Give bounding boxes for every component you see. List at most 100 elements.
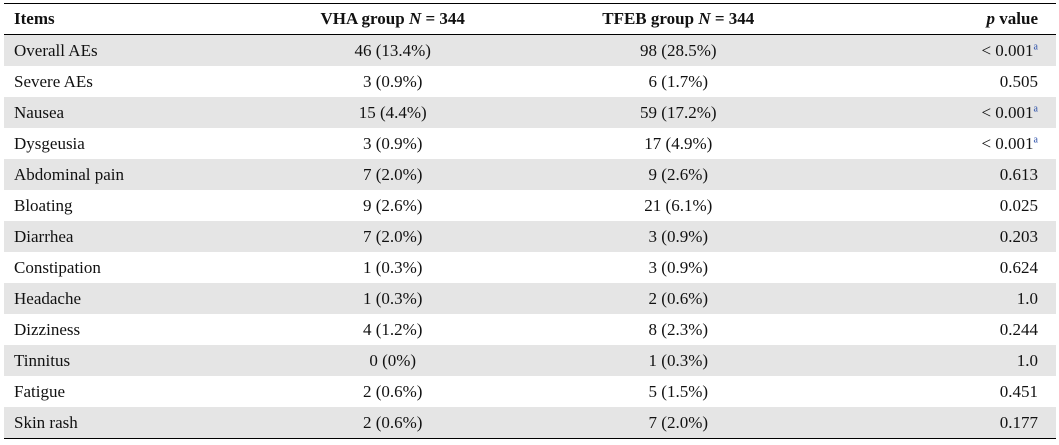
cell-item: Bloating (4, 190, 250, 221)
cell-tfeb: 98 (28.5%) (535, 35, 821, 67)
cell-p-value: < 0.001a (821, 35, 1056, 67)
cell-tfeb-text: 98 (28.5%) (640, 40, 717, 60)
footnote-marker[interactable]: a (1033, 40, 1038, 52)
table-row: Overall AEs 46 (13.4%) 98 (28.5%) < 0.001a (4, 34, 1056, 67)
cell-item: Diarrhea (4, 221, 250, 252)
cell-item-text: Dysgeusia (14, 133, 85, 153)
cell-vha: 7 (2.0%) (250, 159, 535, 190)
cell-p-value-text: 0.025 (999, 195, 1038, 215)
header-tfeb-prefix: TFEB group (602, 9, 699, 28)
cell-tfeb: 21 (6.1%) (535, 190, 821, 221)
cell-tfeb-text: 3 (0.9%) (648, 226, 709, 246)
header-tfeb-group: TFEB group N = 344 (535, 4, 821, 35)
cell-vha: 1 (0.3%) (250, 252, 535, 283)
cell-vha-text: 7 (2.0%) (362, 226, 423, 246)
cell-vha-text: 7 (2.0%) (362, 164, 423, 184)
cell-vha-text: 46 (13.4%) (354, 40, 431, 60)
table-row: Bloating 9 (2.6%) 21 (6.1%) 0.025 (4, 190, 1056, 221)
cell-item: Skin rash (4, 407, 250, 439)
cell-vha: 15 (4.4%) (250, 97, 535, 128)
cell-vha: 1 (0.3%) (250, 283, 535, 314)
cell-item: Abdominal pain (4, 159, 250, 190)
cell-tfeb: 8 (2.3%) (535, 314, 821, 345)
cell-tfeb-text: 59 (17.2%) (640, 102, 717, 122)
cell-p-value-text: 0.451 (999, 381, 1038, 401)
table-row: Severe AEs 3 (0.9%) 6 (1.7%) 0.505 (4, 66, 1056, 97)
cell-p-value: < 0.001a (821, 128, 1056, 159)
cell-item: Overall AEs (4, 35, 250, 67)
cell-item-text: Nausea (14, 102, 65, 122)
cell-p-value: 1.0 (821, 345, 1056, 376)
cell-vha-text: 0 (0%) (369, 350, 417, 370)
cell-p-value: 0.451 (821, 376, 1056, 407)
table-row: Skin rash 2 (0.6%) 7 (2.0%) 0.177 (4, 407, 1056, 439)
cell-p-value: 0.203 (821, 221, 1056, 252)
footnote-marker[interactable]: a (1033, 133, 1038, 145)
cell-vha-text: 2 (0.6%) (362, 412, 423, 432)
cell-item-text: Abdominal pain (14, 164, 125, 184)
cell-tfeb-text: 8 (2.3%) (648, 319, 709, 339)
cell-tfeb-text: 2 (0.6%) (648, 288, 709, 308)
header-vha-suffix: = 344 (421, 9, 465, 28)
cell-item-text: Skin rash (14, 412, 78, 432)
cell-vha-text: 15 (4.4%) (358, 102, 427, 122)
header-vha-n: N (408, 9, 422, 28)
header-items-label: Items (14, 9, 55, 28)
cell-tfeb-text: 3 (0.9%) (648, 257, 709, 277)
table-row: Constipation 1 (0.3%) 3 (0.9%) 0.624 (4, 252, 1056, 283)
cell-tfeb: 5 (1.5%) (535, 376, 821, 407)
cell-vha-text: 3 (0.9%) (362, 133, 423, 153)
cell-p-value: 1.0 (821, 283, 1056, 314)
table-row: Abdominal pain 7 (2.0%) 9 (2.6%) 0.613 (4, 159, 1056, 190)
cell-p-value-text: 0.203 (999, 226, 1038, 246)
header-tfeb-suffix: = 344 (710, 9, 755, 28)
cell-p-value: 0.177 (821, 407, 1056, 439)
table-body: Overall AEs 46 (13.4%) 98 (28.5%) < 0.001a S… (4, 34, 1056, 439)
table-row: Diarrhea 7 (2.0%) 3 (0.9%) 0.203 (4, 221, 1056, 252)
cell-tfeb-text: 9 (2.6%) (648, 164, 709, 184)
cell-vha-text: 9 (2.6%) (362, 195, 423, 215)
cell-item: Nausea (4, 97, 250, 128)
cell-item: Fatigue (4, 376, 250, 407)
cell-tfeb: 3 (0.9%) (535, 252, 821, 283)
cell-item-text: Diarrhea (14, 226, 74, 246)
cell-p-value: 0.505 (821, 66, 1056, 97)
cell-p-value-text: 0.177 (999, 412, 1038, 432)
cell-tfeb: 3 (0.9%) (535, 221, 821, 252)
cell-vha-text: 3 (0.9%) (362, 71, 423, 91)
cell-tfeb-text: 1 (0.3%) (648, 350, 709, 370)
cell-vha: 2 (0.6%) (250, 407, 535, 439)
cell-tfeb-text: 5 (1.5%) (648, 381, 709, 401)
cell-item-text: Severe AEs (14, 71, 93, 91)
cell-tfeb-text: 7 (2.0%) (648, 412, 709, 432)
cell-tfeb: 1 (0.3%) (535, 345, 821, 376)
header-p-value: p value (821, 4, 1056, 35)
cell-item-text: Overall AEs (14, 40, 98, 60)
table-header: Items VHA group N = 344 TFEB group N = 3… (4, 3, 1056, 35)
header-vha-prefix: VHA group (320, 9, 409, 28)
table-row: Dizziness 4 (1.2%) 8 (2.3%) 0.244 (4, 314, 1056, 345)
cell-tfeb: 7 (2.0%) (535, 407, 821, 439)
table-row: Headache 1 (0.3%) 2 (0.6%) 1.0 (4, 283, 1056, 314)
cell-p-value-text: 0.244 (999, 319, 1038, 339)
header-vha-group: VHA group N = 344 (250, 4, 535, 35)
cell-vha: 3 (0.9%) (250, 128, 535, 159)
cell-tfeb: 6 (1.7%) (535, 66, 821, 97)
header-p-italic: p (986, 9, 996, 28)
footnote-marker[interactable]: a (1033, 102, 1038, 114)
cell-p-value-text: < 0.001 (981, 102, 1034, 122)
cell-item-text: Dizziness (14, 319, 81, 339)
cell-p-value-text: 1.0 (1016, 288, 1038, 308)
cell-vha: 9 (2.6%) (250, 190, 535, 221)
cell-tfeb-text: 21 (6.1%) (644, 195, 713, 215)
cell-item-text: Constipation (14, 257, 101, 277)
cell-item: Headache (4, 283, 250, 314)
cell-vha-text: 1 (0.3%) (362, 288, 423, 308)
cell-p-value-text: 0.613 (999, 164, 1038, 184)
cell-item: Dysgeusia (4, 128, 250, 159)
cell-item-text: Fatigue (14, 381, 65, 401)
cell-p-value-text: 1.0 (1016, 350, 1038, 370)
table-row: Fatigue 2 (0.6%) 5 (1.5%) 0.451 (4, 376, 1056, 407)
cell-item: Dizziness (4, 314, 250, 345)
cell-vha: 0 (0%) (250, 345, 535, 376)
